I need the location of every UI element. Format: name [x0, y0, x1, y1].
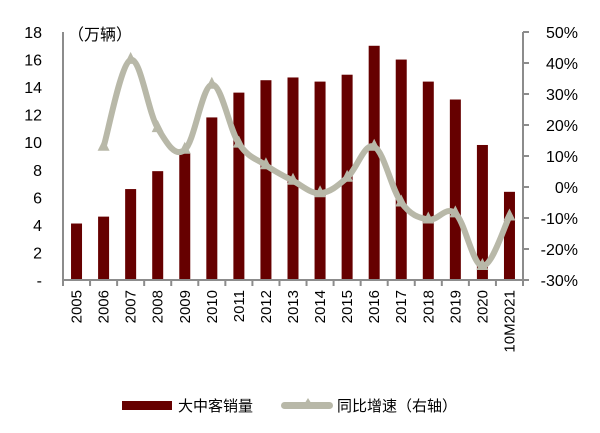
x-axis-category-label: 2005: [69, 290, 86, 323]
bar-2005: [71, 223, 83, 280]
triangle-marker-icon: [476, 258, 489, 271]
bar-2007: [125, 189, 137, 280]
x-axis-category-label: 2011: [231, 290, 248, 322]
unit-label: （万辆）: [68, 25, 132, 44]
x-axis-category-label: 2014: [312, 290, 329, 323]
x-axis-category-label: 2007: [123, 290, 140, 323]
bar-swatch-icon: [122, 401, 172, 410]
growth-line-path: [100, 56, 513, 270]
triangle-marker-icon: [395, 194, 408, 207]
triangle-marker-icon: [422, 211, 435, 224]
x-axis-category-label: 2009: [177, 290, 194, 323]
bar-2014: [314, 81, 326, 280]
x-axis-category-label: 2012: [258, 290, 275, 323]
left-axis-tick-label: 4: [33, 218, 42, 235]
x-axis-category-label: 2015: [339, 290, 356, 323]
right-axis-tick-label: -10%: [541, 211, 578, 228]
left-axis-tick-label: 14: [24, 80, 42, 97]
right-axis-tick-label: 0%: [555, 180, 578, 197]
left-axis-tick-label: -: [37, 273, 42, 290]
x-axis-category-label: 2006: [96, 290, 113, 323]
left-axis-tick-label: 18: [24, 25, 42, 42]
triangle-marker-icon: [341, 169, 354, 182]
bar-2009: [179, 153, 191, 280]
x-axis-category-label: 2018: [420, 290, 437, 323]
right-axis-tick-label: 50%: [546, 25, 578, 42]
bar-2017: [395, 59, 407, 280]
right-axis-tick-label: -30%: [541, 273, 578, 290]
triangle-marker-icon: [368, 138, 381, 151]
x-axis-category-label: 2016: [366, 290, 383, 323]
x-axis-category-label: 2020: [474, 290, 491, 323]
triangle-marker-icon: [449, 205, 462, 218]
triangle-marker-icon: [205, 76, 218, 89]
legend-label-sales: 大中客销量: [178, 397, 254, 415]
sales-bars: [71, 45, 515, 281]
left-axis-tick-label: 16: [24, 53, 42, 70]
right-axis-tick-label: 10%: [546, 149, 578, 166]
bar-2016: [368, 45, 380, 281]
right-axis-tick-label: 30%: [546, 87, 578, 104]
x-axis-category-label: 2017: [393, 290, 410, 323]
triangle-marker-icon: [503, 208, 516, 221]
growth-line: [97, 51, 516, 271]
right-axis-tick-label: 40%: [546, 56, 578, 73]
triangle-marker-icon: [151, 120, 164, 133]
legend-label-growth: 同比增速（右轴）: [337, 397, 458, 415]
bar-2018: [422, 81, 434, 280]
triangle-marker-icon: [259, 157, 272, 170]
x-axis-category-label: 10M2021: [501, 290, 518, 353]
bar-2010: [206, 117, 218, 280]
bar-10M2021: [503, 191, 515, 280]
left-axis-tick-label: 8: [33, 163, 42, 180]
axes: - 2 4 6 8 10 12 14 16 18 -30% -20% -10% 0% 10% 20% 30% 40…: [24, 25, 578, 353]
x-axis-category-label: 2019: [447, 290, 464, 323]
left-axis-tick-label: 6: [33, 190, 42, 207]
line-triangle-swatch-icon: [281, 398, 334, 409]
bar-2008: [152, 171, 164, 280]
left-axis-tick-label: 10: [24, 135, 42, 152]
right-axis-tick-label: 20%: [546, 118, 578, 135]
triangle-marker-icon: [178, 141, 191, 154]
x-axis-category-label: 2008: [150, 290, 167, 323]
bar-2006: [98, 216, 110, 280]
triangle-marker-icon: [97, 138, 110, 151]
bar-2011: [233, 92, 245, 280]
triangle-marker-icon: [287, 172, 299, 185]
triangle-marker-icon: [124, 51, 137, 64]
left-axis-tick-label: 2: [33, 245, 42, 262]
legend-item-sales: 大中客销量: [122, 395, 253, 416]
left-axis-tick-label: 12: [24, 108, 42, 125]
bar-2019: [449, 99, 461, 280]
x-axis-category-label: 2013: [285, 290, 302, 323]
triangle-marker-icon: [232, 135, 245, 148]
legend-item-growth: 同比增速（右轴）: [281, 395, 457, 416]
legend: 大中客销量 同比增速（右轴）: [122, 395, 485, 416]
right-axis-tick-label: -20%: [541, 242, 578, 259]
x-axis-category-label: 2010: [204, 290, 221, 323]
bar-2020: [476, 144, 488, 280]
triangle-marker-icon: [314, 185, 327, 198]
combo-chart: - 2 4 6 8 10 12 14 16 18 -30% -20% -10% 0% 10% 20% 30% 40…: [24, 25, 578, 353]
bar-2012: [260, 80, 272, 280]
